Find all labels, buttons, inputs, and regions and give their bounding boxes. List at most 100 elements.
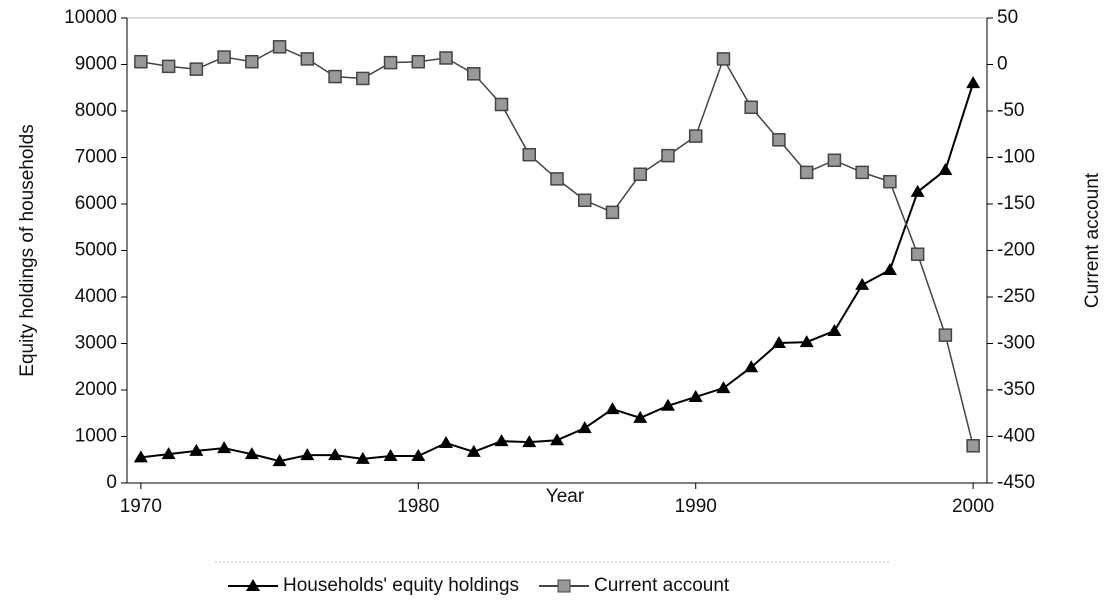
point bbox=[383, 55, 398, 70]
point bbox=[966, 439, 980, 453]
y-tick-label: 6000 bbox=[75, 193, 117, 214]
y2-tick-label: -400 bbox=[997, 426, 1035, 447]
point bbox=[494, 97, 509, 112]
point bbox=[910, 247, 925, 261]
y-axis-label: Equity holdings of households bbox=[17, 124, 38, 376]
point bbox=[799, 335, 814, 348]
y-tick-label: 2000 bbox=[75, 379, 117, 400]
point bbox=[827, 323, 842, 336]
point bbox=[244, 447, 259, 460]
point bbox=[411, 54, 426, 69]
point bbox=[328, 448, 343, 461]
point bbox=[439, 436, 454, 449]
point bbox=[855, 277, 870, 290]
y2-tick-label: -300 bbox=[997, 333, 1035, 354]
point bbox=[772, 133, 786, 147]
y2-tick-label: -450 bbox=[997, 472, 1035, 493]
legend-marker bbox=[246, 579, 260, 591]
point bbox=[494, 434, 509, 447]
x-tick-label: 1970 bbox=[120, 496, 162, 517]
point bbox=[883, 174, 897, 189]
point bbox=[550, 433, 564, 446]
point bbox=[161, 447, 176, 460]
legend-label: Households' equity holdings bbox=[283, 575, 519, 596]
legend-label: Current account bbox=[594, 575, 730, 596]
point bbox=[245, 54, 259, 69]
y-tick-label: 5000 bbox=[75, 240, 117, 261]
point bbox=[272, 40, 287, 54]
point bbox=[217, 441, 232, 454]
y-tick-label: 3000 bbox=[75, 333, 117, 354]
x-tick-label: 2000 bbox=[952, 496, 994, 517]
y-tick-label: 9000 bbox=[75, 54, 117, 75]
point bbox=[744, 100, 758, 115]
point bbox=[217, 50, 231, 64]
series-line bbox=[140, 45, 974, 446]
point bbox=[328, 69, 342, 84]
y2-tick-label: -350 bbox=[997, 379, 1035, 400]
point bbox=[577, 421, 592, 434]
point bbox=[522, 435, 537, 448]
y2-axis-label: Current account bbox=[1082, 172, 1103, 308]
point bbox=[744, 360, 759, 373]
point bbox=[133, 450, 148, 463]
point bbox=[356, 71, 370, 86]
point bbox=[938, 328, 953, 342]
point bbox=[855, 165, 869, 180]
y2-tick-label: -100 bbox=[997, 147, 1035, 168]
point bbox=[882, 263, 897, 276]
point bbox=[272, 454, 287, 467]
point bbox=[633, 167, 647, 181]
point bbox=[827, 153, 842, 168]
point bbox=[605, 205, 620, 220]
point bbox=[688, 389, 703, 402]
y2-tick-label: -150 bbox=[997, 193, 1035, 214]
point bbox=[938, 163, 953, 176]
point bbox=[577, 193, 592, 208]
y2-tick-label: -50 bbox=[997, 100, 1024, 121]
point bbox=[189, 443, 204, 456]
point bbox=[161, 59, 176, 74]
point bbox=[661, 148, 675, 163]
y-tick-label: 7000 bbox=[75, 147, 117, 168]
x-tick-label: 1990 bbox=[675, 496, 717, 517]
y-tick-label: 0 bbox=[106, 472, 117, 493]
point bbox=[910, 184, 925, 197]
point bbox=[799, 165, 814, 180]
point bbox=[660, 398, 675, 411]
legend: Households' equity holdings Current accou… bbox=[215, 561, 890, 596]
y2-tick-label: 0 bbox=[997, 54, 1008, 75]
y2-tick-label: -250 bbox=[997, 286, 1035, 307]
point bbox=[439, 51, 453, 65]
y-tick-label: 8000 bbox=[75, 100, 117, 121]
point bbox=[189, 62, 204, 76]
y-tick-label: 10000 bbox=[64, 7, 117, 28]
point bbox=[300, 448, 315, 461]
series-line bbox=[140, 82, 975, 463]
point bbox=[134, 54, 148, 69]
x-axis-label: Year bbox=[546, 486, 585, 507]
point bbox=[383, 449, 398, 462]
point bbox=[771, 336, 786, 349]
point bbox=[300, 52, 315, 66]
y2-tick-label: 50 bbox=[997, 7, 1018, 28]
point bbox=[633, 410, 648, 423]
point bbox=[467, 67, 481, 81]
y2-tick-label: -200 bbox=[997, 240, 1035, 261]
series bbox=[133, 76, 981, 467]
y-tick-label: 1000 bbox=[75, 426, 117, 447]
point bbox=[466, 444, 481, 457]
series bbox=[134, 40, 980, 453]
legend-marker bbox=[557, 579, 571, 593]
point bbox=[716, 381, 731, 394]
point bbox=[605, 402, 620, 415]
point bbox=[411, 449, 426, 462]
point bbox=[522, 147, 537, 162]
point bbox=[966, 76, 981, 89]
point bbox=[355, 451, 370, 464]
y-tick-label: 4000 bbox=[75, 286, 117, 307]
point bbox=[716, 52, 731, 66]
plot-border bbox=[126, 17, 988, 484]
point bbox=[688, 129, 703, 143]
